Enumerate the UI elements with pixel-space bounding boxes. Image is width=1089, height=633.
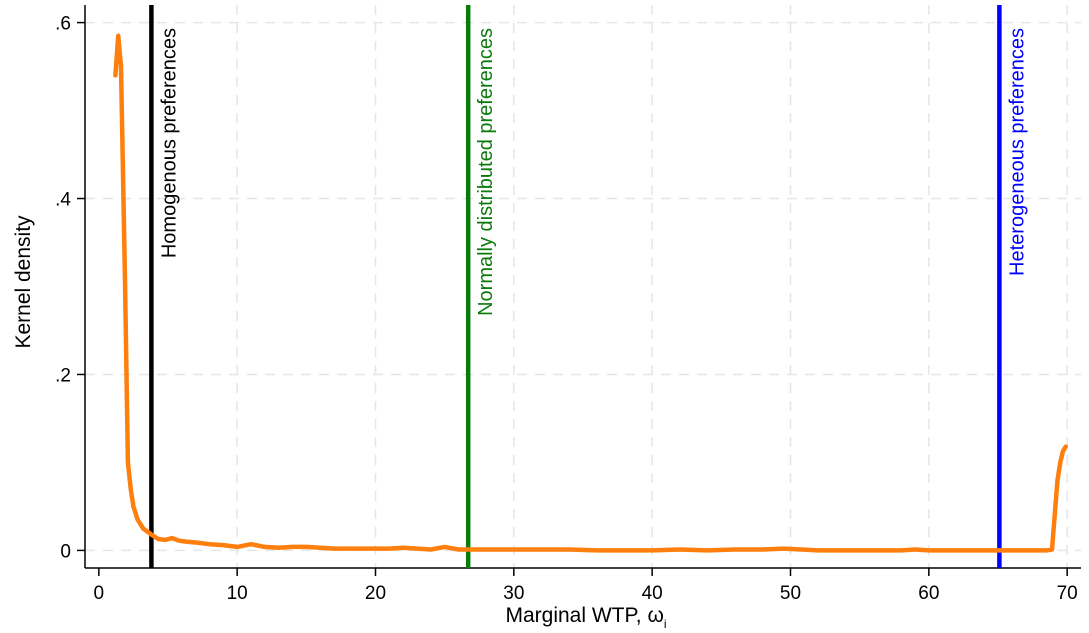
density-series-line <box>113 33 1069 553</box>
y-tick-label: 0 <box>60 541 71 562</box>
axes <box>84 5 1081 569</box>
y-axis-title: Kernel density <box>12 215 35 349</box>
x-tick-label: 50 <box>780 583 801 604</box>
x-axis-title: Marginal WTP, ωi <box>505 604 666 631</box>
tick-labels: 0 10 20 30 40 50 60 70 0 .2 .4 .6 <box>55 14 1078 604</box>
reference-lines: Homogenous preferences Normally distribut… <box>149 5 1028 568</box>
x-axis-title-subscript: i <box>664 617 667 631</box>
y-tick-label: .6 <box>55 14 71 35</box>
x-tick-label: 10 <box>227 583 248 604</box>
x-tick-label: 0 <box>94 583 105 604</box>
x-tick-label: 70 <box>1057 583 1078 604</box>
y-tick-label: .2 <box>55 365 71 386</box>
x-tick-label: 30 <box>503 583 524 604</box>
y-tick-label: .4 <box>55 190 71 211</box>
plot-region <box>85 5 1081 568</box>
series-layer <box>113 33 1069 553</box>
x-tick-label: 60 <box>918 583 939 604</box>
x-tick-label: 40 <box>642 583 663 604</box>
reference-line-label: Heterogeneous preferences <box>1006 28 1028 276</box>
reference-line-label: Homogenous preferences <box>158 28 180 258</box>
reference-line-label: Normally distributed preferences <box>475 28 497 316</box>
x-tick-label: 20 <box>365 583 386 604</box>
